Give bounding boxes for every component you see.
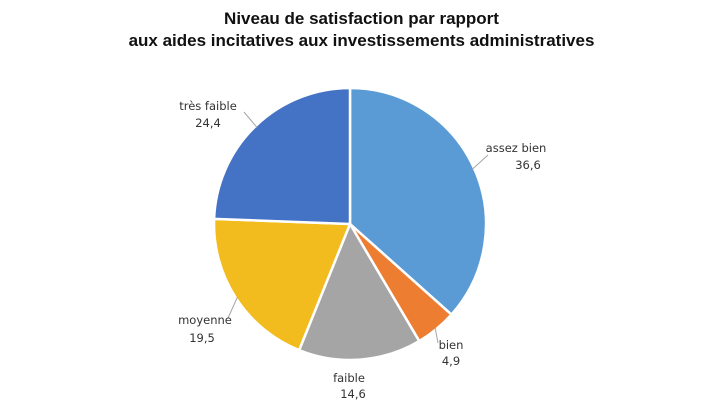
slice-value-moyenne: 19,5 [189,331,215,345]
leader-lines [227,111,489,344]
slice-value-tres-faible: 24,4 [195,116,221,130]
chart-title-line-1: Niveau de satisfaction par rapport [224,9,499,28]
slice-label-bien: bien [439,338,464,352]
chart-title-line-2: aux aides incitatives aux investissement… [128,31,595,50]
slice-value-assez-bien: 36,6 [515,158,541,172]
chart-title: Niveau de satisfaction par rapport aux a… [0,8,723,52]
leader-line [471,154,489,170]
pie-slice-faible [297,222,421,362]
leader-line [227,296,238,319]
leader-line [243,111,258,128]
leader-line [434,327,439,344]
pie-slices [212,86,488,362]
pie-slice-assez-bien [348,86,488,316]
pie-slice-moyenne [212,217,352,352]
slice-label-tres-faible: très faible [179,99,237,113]
slice-label-assez-bien: assez bien [486,141,547,155]
slice-label-moyenne: moyenne [178,313,232,327]
slice-label-faible: faible [333,371,365,385]
slice-value-faible: 14,6 [340,387,366,401]
slice-value-bien: 4,9 [442,354,460,368]
